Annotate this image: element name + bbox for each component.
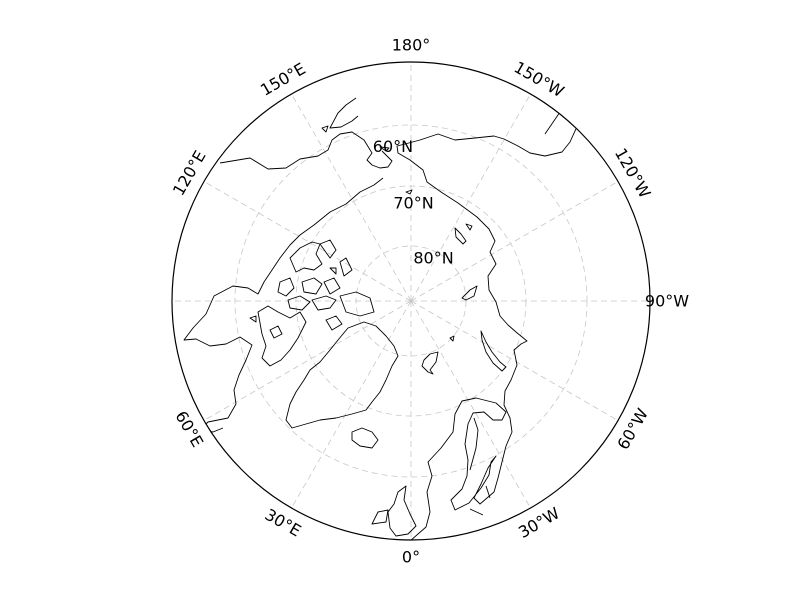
meridian-line <box>410 181 619 302</box>
coastline-canada <box>183 177 384 433</box>
meridian-lines <box>172 62 650 540</box>
meridian-line <box>410 300 531 509</box>
parallel-labels: 60°N 70°N 80°N <box>373 137 454 267</box>
meridian-label: 120°E <box>169 147 210 199</box>
parallel-label: 60°N <box>373 137 413 156</box>
meridian-line <box>291 300 412 509</box>
coastline-wrangel <box>321 125 390 152</box>
coastlines <box>183 97 581 540</box>
meridian-label: 90°W <box>645 292 689 311</box>
coastline-eurasia <box>396 111 581 540</box>
coastline-hudson <box>257 305 307 367</box>
map-boundary <box>171 61 651 541</box>
meridian-label: 60°W <box>613 405 652 453</box>
coastline-severnaya-zemlya <box>461 285 478 301</box>
meridian-line <box>203 181 412 302</box>
meridian-label: 30°W <box>515 503 563 542</box>
meridian-label: 60°E <box>171 408 207 451</box>
meridian-label: 180° <box>392 36 431 55</box>
graticule <box>172 62 650 540</box>
coastline-arctic-islands <box>249 239 375 339</box>
meridian-label: 30°E <box>262 505 305 541</box>
parallel-label: 80°N <box>413 248 453 267</box>
meridian-label: 150°W <box>511 57 568 101</box>
coastline-british-isles <box>371 485 417 537</box>
coastline-baltic <box>469 417 491 516</box>
coastline-iceland <box>351 427 379 449</box>
coastline-novaya-zemlya <box>480 330 507 372</box>
meridian-label: 0° <box>402 548 420 567</box>
coastline-new-siberian-islands <box>405 189 473 245</box>
parallel-label: 70°N <box>393 194 433 213</box>
coastline-alaska <box>219 97 393 170</box>
meridian-label: 150°E <box>257 59 309 100</box>
meridian-line <box>410 300 619 421</box>
coastline-svalbard <box>421 351 439 375</box>
coastline-greenland <box>285 321 399 429</box>
coastline-franz-josef <box>449 335 455 342</box>
meridian-label: 120°W <box>611 145 655 202</box>
meridian-line <box>203 300 412 421</box>
